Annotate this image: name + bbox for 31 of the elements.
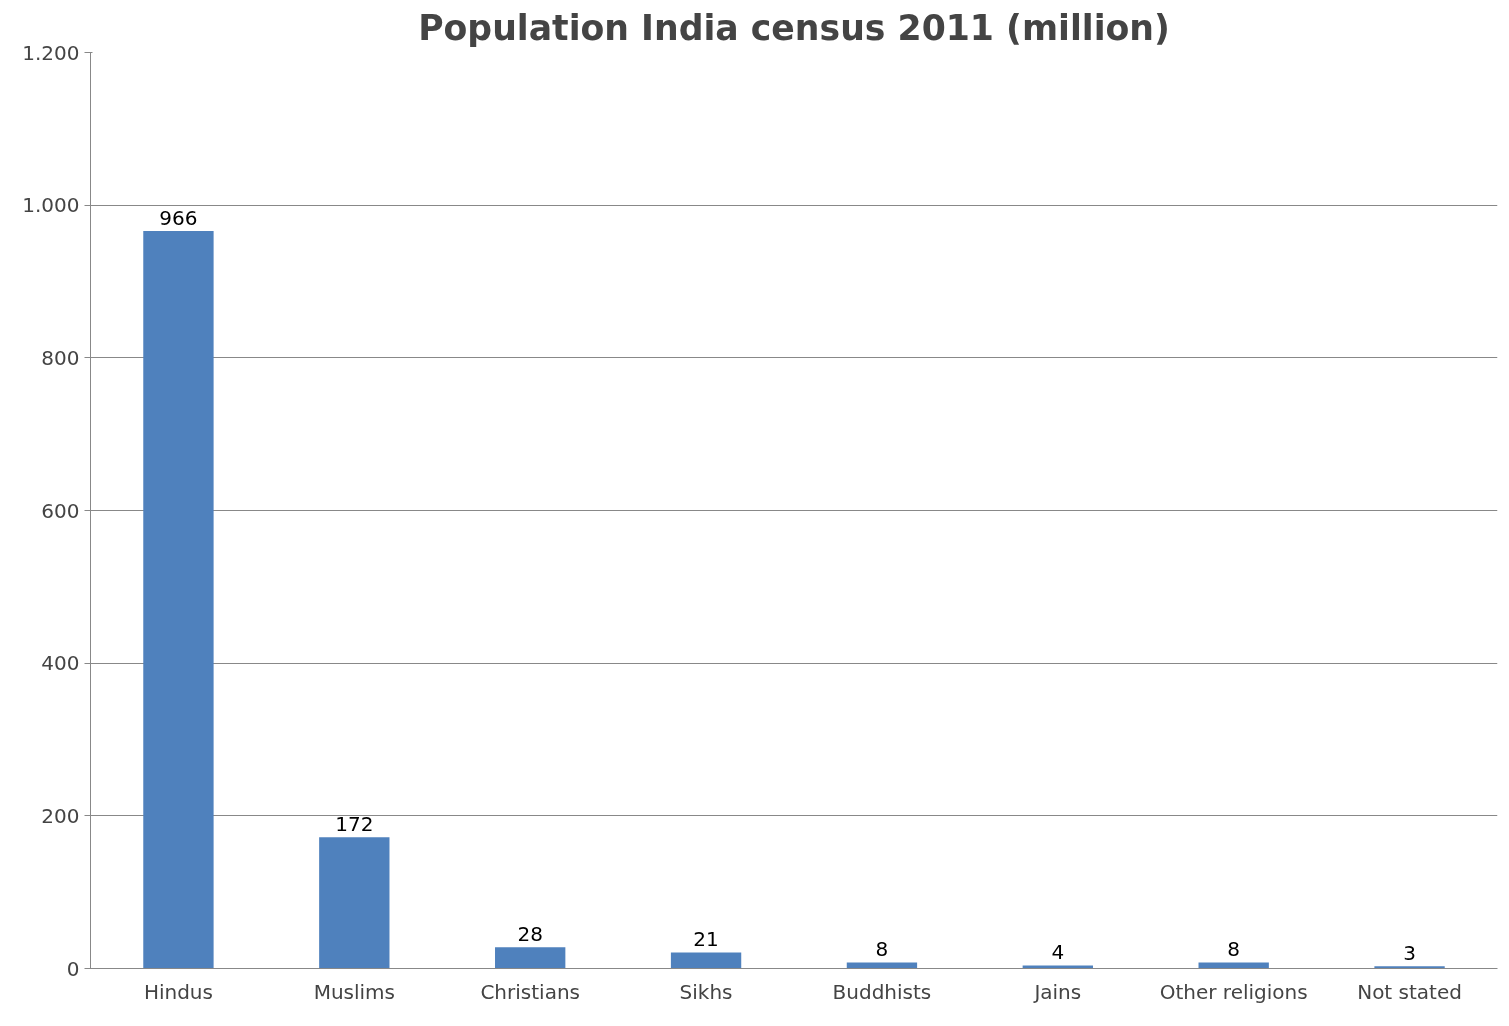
y-tick-label: 400 (41, 651, 80, 676)
bar (670, 952, 742, 969)
x-tick-label: Christians (480, 979, 580, 1004)
data-label: 3 (1403, 941, 1416, 966)
y-tick-label: 0 (66, 956, 80, 981)
data-label: 28 (517, 922, 543, 947)
bar (143, 231, 214, 969)
x-tick-label: Muslims (313, 979, 395, 1004)
data-label: 966 (159, 206, 198, 231)
chart-title: Population India census 2011 (million) (418, 7, 1170, 48)
bar (846, 962, 918, 969)
data-label: 172 (335, 812, 374, 837)
data-label: 4 (1051, 940, 1065, 965)
y-tick-label: 600 (41, 498, 80, 523)
y-tick-label: 1.000 (22, 193, 80, 218)
data-label: 8 (1227, 937, 1241, 962)
bar (495, 947, 566, 969)
x-tick-label: Buddhists (832, 979, 932, 1004)
bar (1198, 962, 1269, 969)
y-tick-label: 800 (41, 345, 80, 370)
bar (319, 837, 390, 969)
x-tick-label: Not stated (1357, 979, 1462, 1004)
x-tick-label: Hindus (143, 979, 213, 1004)
x-tick-label: Sikhs (679, 979, 733, 1004)
y-tick-label: 200 (41, 803, 80, 828)
y-tick-label: 1.200 (22, 40, 80, 65)
data-label: 21 (693, 927, 719, 952)
x-tick-label: Other religions (1159, 979, 1308, 1004)
data-label: 8 (875, 937, 889, 962)
bar (1022, 965, 1093, 969)
x-tick-label: Jains (1032, 979, 1082, 1004)
